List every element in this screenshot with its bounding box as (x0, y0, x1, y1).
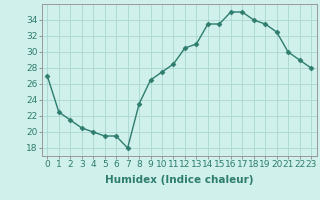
X-axis label: Humidex (Indice chaleur): Humidex (Indice chaleur) (105, 175, 253, 185)
